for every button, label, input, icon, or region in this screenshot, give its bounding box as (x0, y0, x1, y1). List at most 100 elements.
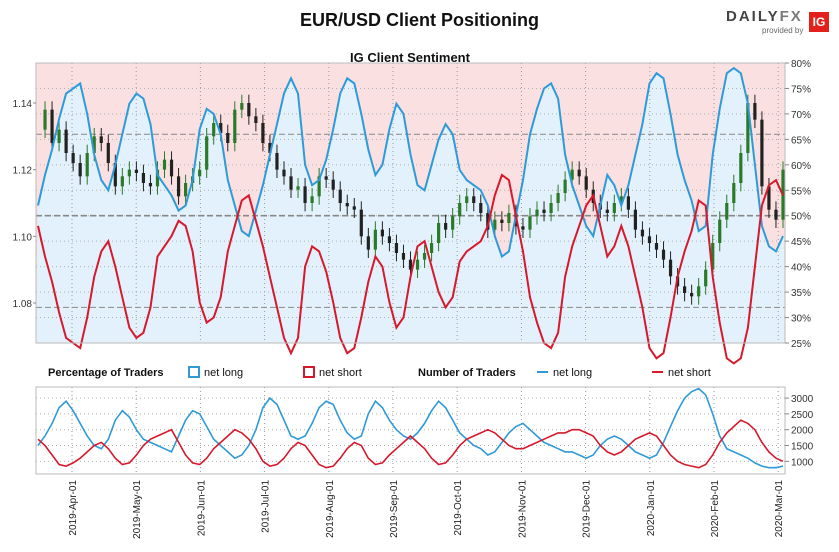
candle-body (71, 153, 75, 163)
price-tick-label: 1.10 (13, 232, 33, 243)
candle-body (718, 219, 722, 243)
candle-body (134, 169, 138, 173)
candle-body (422, 253, 427, 260)
candle-body (387, 236, 392, 243)
date-tick-label: 2020-Jan-01 (646, 480, 657, 537)
legend-swatch-pct-short (303, 366, 315, 378)
candle-body (331, 179, 335, 190)
candle-body (352, 206, 356, 210)
candle-body (247, 103, 251, 117)
candle-body (324, 176, 328, 180)
candle-body (437, 223, 441, 243)
price-tick-label: 1.08 (13, 299, 33, 310)
percent-tick-label: 25% (791, 339, 811, 350)
candle-body (661, 249, 666, 260)
percent-tick-label: 70% (791, 110, 811, 121)
candle-body (226, 133, 230, 143)
traders-axis-ticks: 3000 2500 2000 1500 1000 (785, 394, 814, 468)
percent-tick-label: 65% (791, 135, 811, 146)
date-tick-label: 2019-May-01 (132, 480, 143, 539)
candle-body (296, 186, 300, 190)
candle-body (668, 259, 673, 277)
candle-body (535, 209, 539, 217)
candle-body (493, 219, 497, 230)
percent-tick-label: 30% (791, 314, 811, 325)
candle-body (549, 203, 553, 213)
candle-body (732, 183, 736, 203)
candle-body (556, 193, 560, 203)
candle-body (704, 269, 708, 287)
candle-body (429, 243, 434, 253)
percent-tick-label: 50% (791, 212, 811, 223)
candle-body (261, 123, 265, 143)
candle-body (345, 203, 349, 207)
legend-label-pct-short: net short (319, 367, 362, 379)
main-plot-frame (35, 62, 786, 344)
candle-body (584, 176, 588, 190)
candle-body (500, 219, 504, 223)
candle-body (303, 186, 307, 203)
candle-body (542, 209, 546, 213)
candle-body (43, 109, 47, 130)
date-axis-ticks: 2019-Apr-01 2019-May-01 2019-Jun-01 2019-Ju… (68, 480, 785, 539)
traders-tick-label: 2000 (791, 426, 814, 437)
candle-body (310, 196, 314, 203)
candle-body (640, 229, 645, 237)
candle-body (240, 103, 244, 110)
net-short-percent-line (37, 173, 784, 365)
candle-body (746, 103, 750, 153)
candle-body (458, 203, 462, 217)
date-tick-label: 2019-Apr-01 (68, 480, 79, 536)
candle-body (654, 243, 659, 250)
price-axis-ticks: 1.14 1.12 1.10 1.08 (13, 99, 36, 310)
candle-body (683, 286, 687, 293)
date-tick-label: 2019-Jul-01 (261, 480, 272, 533)
percent-tick-label: 60% (791, 161, 811, 172)
price-tick-label: 1.14 (13, 99, 33, 110)
percent-tick-label: 55% (791, 186, 811, 197)
candle-body (127, 169, 131, 177)
candle-body (373, 229, 377, 250)
candle-body (141, 173, 146, 183)
candle-body (120, 176, 124, 187)
percent-tick-label: 75% (791, 84, 811, 95)
candle-body (289, 176, 293, 190)
candle-body (359, 209, 363, 237)
logo-sub: provided by (762, 26, 804, 35)
date-tick-label: 2019-Dec-01 (582, 480, 593, 538)
net-long-traders-line (37, 387, 784, 469)
candle-body (451, 216, 455, 230)
candle-body (338, 189, 342, 203)
date-tick-label: 2019-Jun-01 (196, 480, 207, 537)
legend-title-number: Number of Traders (418, 367, 516, 379)
candle-body (415, 259, 420, 270)
net-long-percent-line (37, 66, 784, 259)
legend-label-num-short: net short (668, 367, 711, 379)
candle-body (711, 243, 715, 270)
traders-tick-label: 3000 (791, 394, 814, 405)
reference-lines (36, 133, 785, 308)
traders-grid (36, 387, 785, 474)
candle-body (767, 186, 771, 210)
legend-label-pct-long: net long (204, 367, 243, 379)
candle-body (85, 153, 89, 177)
dailyfx-logo: DAILYFX provided by IG (726, 6, 834, 38)
date-tick-label: 2019-Aug-01 (325, 480, 336, 538)
percent-tick-label: 45% (791, 237, 811, 248)
candle-body (528, 216, 532, 230)
candle-body (57, 129, 61, 143)
legend-title-percentage: Percentage of Traders (48, 367, 164, 379)
legend-swatch-pct-long (188, 366, 200, 378)
candle-body (479, 203, 483, 213)
candle-body (113, 163, 117, 187)
candle-body (725, 203, 729, 220)
candle-body (212, 123, 216, 137)
candle-body (155, 169, 160, 187)
ig-logo-icon: IG (809, 12, 829, 32)
candle-body (619, 196, 623, 203)
candle-body (92, 136, 96, 153)
candle-body (268, 143, 272, 153)
price-tick-label: 1.12 (13, 166, 33, 177)
